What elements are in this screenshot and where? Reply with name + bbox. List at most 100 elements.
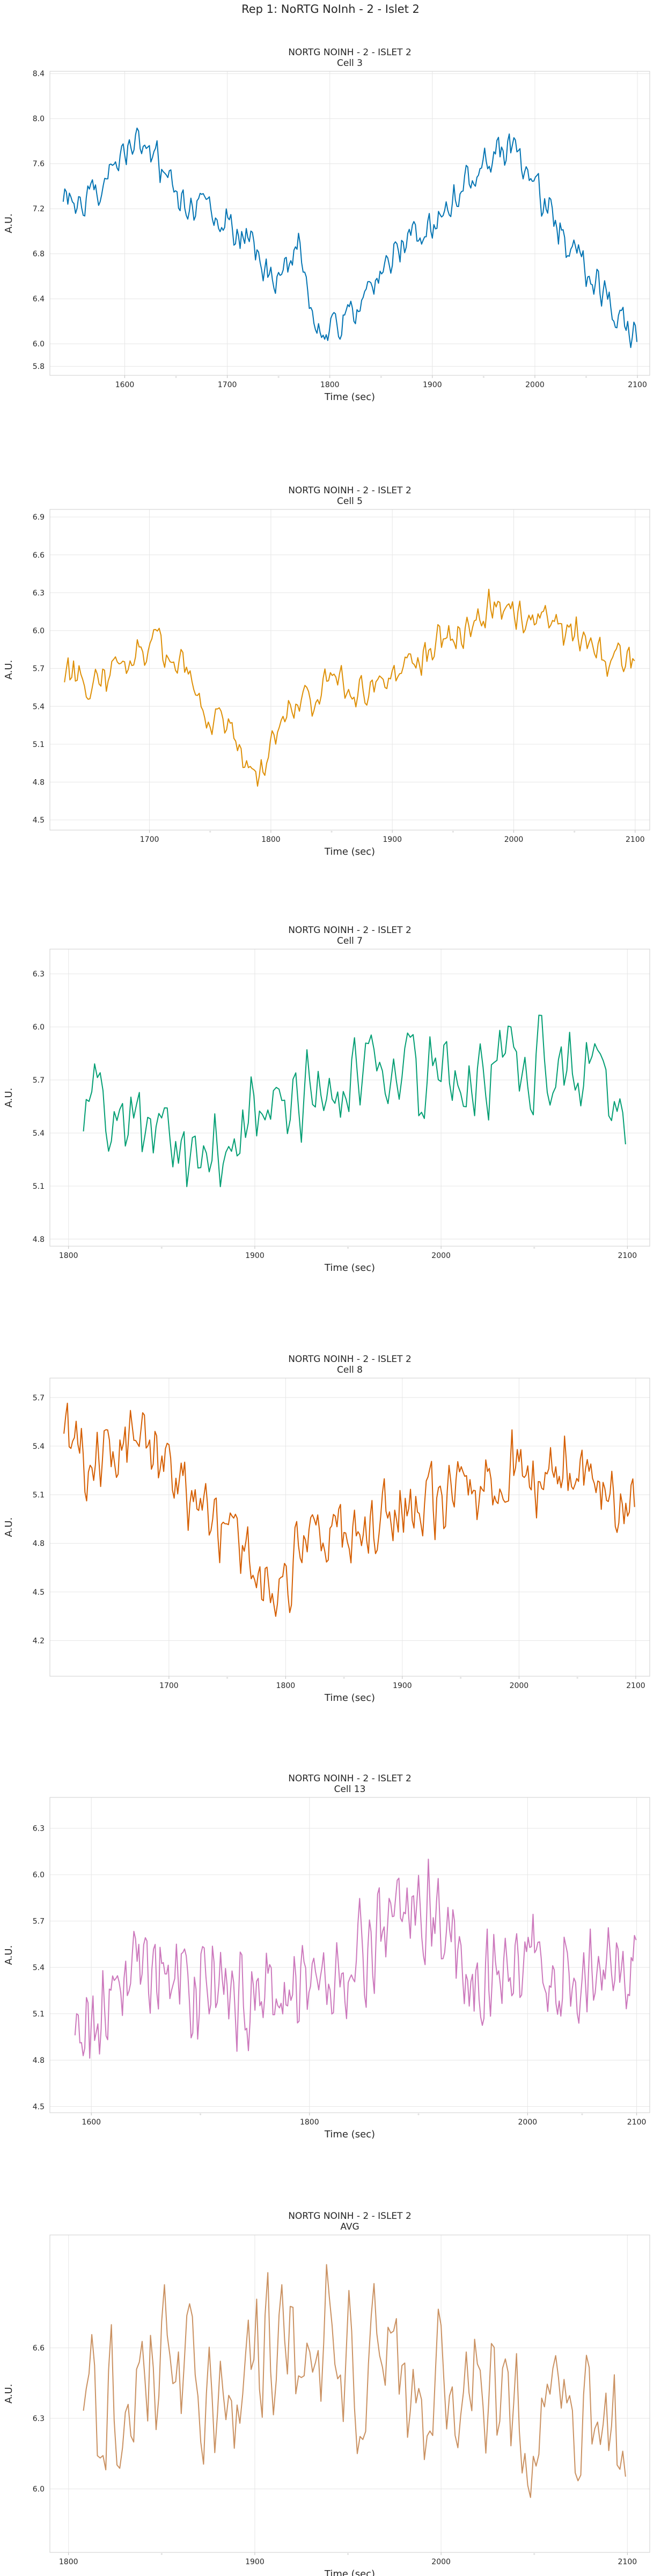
y-tick-label: 6.0 [33,2485,45,2494]
y-tick-label: 5.4 [33,702,45,711]
plot-frame [49,2234,650,2553]
y-tick-label: 4.5 [33,2103,45,2111]
x-axis-label: Time (sec) [324,846,375,857]
x-tick-label: 1700 [159,1682,179,1690]
x-tick-label: 2000 [431,1252,451,1260]
y-tick-label: 6.3 [33,2415,45,2423]
y-tick-label: 5.7 [33,1394,45,1402]
x-axis-label: Time (sec) [324,2568,375,2576]
x-tick-label: 2000 [504,835,524,844]
minor-tick [585,376,587,378]
plot-frame [49,1378,650,1677]
minor-tick [343,1677,345,1679]
y-tick-label: 5.7 [33,1918,45,1926]
x-tick-label: 1800 [320,381,340,389]
series-line [64,588,635,787]
x-tick-label: 1700 [140,835,159,844]
minor-tick [347,2553,349,2555]
y-tick-label: 5.8 [33,362,45,371]
x-tick-label: 2100 [626,835,645,844]
x-axis-label: Time (sec) [324,2129,375,2140]
chart-subtitle: AVG [340,2222,359,2232]
x-tick-label: 2100 [628,381,647,389]
series-line [83,2264,626,2498]
minor-tick [417,2113,420,2115]
y-tick-label: 4.5 [33,816,45,825]
y-tick-label: 6.3 [33,1825,45,1833]
x-tick-label: 1800 [276,1682,296,1690]
chart-subtitle: Cell 3 [337,58,363,69]
minor-tick [277,376,280,378]
chart-subtitle: Cell 5 [337,496,363,507]
chart-subtitle: Cell 7 [337,936,363,946]
x-tick-label: 1600 [82,2118,101,2127]
y-tick-label: 6.6 [33,2344,45,2352]
y-tick-label: 6.0 [33,1871,45,1879]
minor-tick [209,831,211,833]
y-tick-label: 4.8 [33,779,45,787]
x-tick-label: 2100 [618,2558,637,2566]
y-tick-label: 4.8 [33,1235,45,1244]
minor-tick [576,1677,578,1679]
x-tick-label: 1900 [245,1252,265,1260]
x-tick-label: 1700 [218,381,237,389]
y-axis-label: A.U. [3,1088,14,1108]
x-tick-label: 1900 [423,381,442,389]
y-tick-label: 5.4 [33,1442,45,1451]
x-tick-label: 1800 [59,2558,78,2566]
minor-tick [175,376,177,378]
y-tick-label: 5.1 [33,1182,45,1191]
minor-tick [380,376,382,378]
x-axis-label: Time (sec) [324,1692,375,1704]
y-tick-label: 5.1 [33,1491,45,1500]
y-axis-label: A.U. [3,2384,14,2404]
minor-tick [452,831,454,833]
plot-frame [49,949,650,1247]
y-tick-label: 6.8 [33,250,45,258]
minor-tick [533,1247,535,1249]
chart-title: NORTG NOINH - 2 - ISLET 2 [288,47,412,58]
y-axis-label: A.U. [3,213,14,233]
y-tick-label: 6.4 [33,295,45,304]
y-tick-label: 7.6 [33,160,45,168]
minor-tick [330,831,333,833]
minor-tick [581,2113,583,2115]
y-tick-label: 4.8 [33,1539,45,1548]
chart-title: NORTG NOINH - 2 - ISLET 2 [288,1773,412,1784]
chart-subtitle: Cell 8 [337,1365,363,1375]
chart-title: NORTG NOINH - 2 - ISLET 2 [288,1354,412,1365]
x-tick-label: 1900 [393,1682,412,1690]
series-line [74,1859,637,2059]
y-axis-label: A.U. [3,660,14,680]
x-tick-label: 2000 [525,381,545,389]
series-line [83,1015,626,1187]
x-tick-label: 1800 [261,835,281,844]
plot-frame [49,1797,650,2113]
figure-suptitle: Rep 1: NoRTG NoInh - 2 - Islet 2 [241,3,420,16]
x-tick-label: 2000 [510,1682,529,1690]
x-axis-label: Time (sec) [324,391,375,403]
y-tick-label: 7.2 [33,205,45,213]
y-tick-label: 6.0 [33,627,45,635]
y-tick-label: 5.7 [33,665,45,673]
y-tick-label: 5.4 [33,1964,45,1972]
x-tick-label: 1600 [115,381,135,389]
x-tick-label: 2100 [626,1682,645,1690]
minor-tick [482,376,485,378]
minor-tick [160,1247,163,1249]
y-tick-label: 6.9 [33,513,45,522]
y-tick-label: 4.2 [33,1637,45,1646]
chart-title: NORTG NOINH - 2 - ISLET 2 [288,2211,412,2222]
y-tick-label: 4.5 [33,1588,45,1597]
y-tick-label: 6.3 [33,970,45,979]
x-tick-label: 1800 [59,1252,78,1260]
minor-tick [460,1677,462,1679]
x-tick-label: 2100 [627,2118,647,2127]
minor-tick [347,1247,349,1249]
